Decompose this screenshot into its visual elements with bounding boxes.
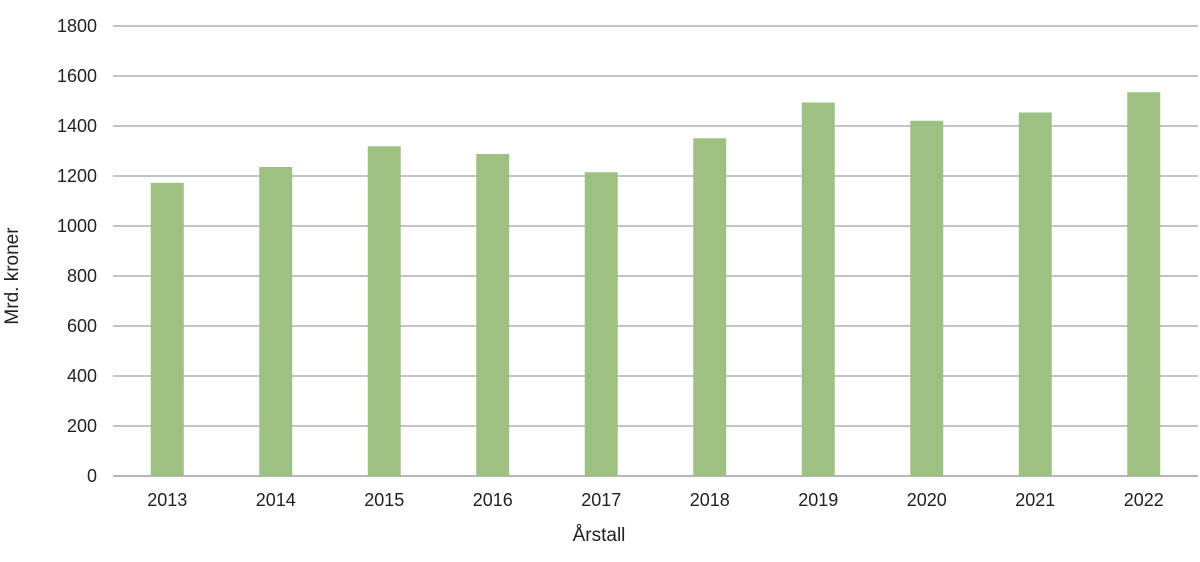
y-tick-label: 400 [67,366,97,386]
x-axis-tick-labels: 2013 2014 2015 2016 2017 2018 2019 2020 2021 2022 [147,490,1164,510]
y-tick-label: 200 [67,416,97,436]
x-tick-label: 2019 [798,490,838,510]
y-tick-label: 1600 [57,66,97,86]
y-axis-tick-labels: 0 200 400 600 800 1000 1200 1400 1600 1800 [57,16,97,486]
bar-2018 [693,138,727,476]
y-tick-label: 1200 [57,166,97,186]
x-axis-title: Årstall [573,525,626,546]
gridlines [113,25,1198,477]
x-tick-label: 2022 [1124,490,1164,510]
x-tick-label: 2021 [1015,490,1055,510]
x-tick-label: 2020 [907,490,947,510]
bars [150,92,1161,476]
bar-2022 [1127,92,1161,476]
bar-2021 [1018,112,1052,476]
y-tick-label: 1000 [57,216,97,236]
bar-2016 [476,154,510,476]
x-tick-label: 2016 [473,490,513,510]
y-tick-label: 1400 [57,116,97,136]
y-axis-title: Mrd. kroner [2,227,23,325]
x-tick-label: 2015 [364,490,404,510]
bar-2014 [259,167,293,476]
y-tick-label: 1800 [57,16,97,36]
y-tick-label: 800 [67,266,97,286]
y-tick-label: 600 [67,316,97,336]
y-tick-label: 0 [87,466,97,486]
bar-2013 [150,182,184,476]
x-tick-label: 2014 [256,490,296,510]
x-tick-label: 2017 [581,490,621,510]
x-tick-label: 2013 [147,490,187,510]
bar-2019 [801,102,835,476]
bar-2017 [584,172,618,476]
x-tick-label: 2018 [690,490,730,510]
bar-2020 [910,120,944,476]
bar-2015 [367,146,401,476]
